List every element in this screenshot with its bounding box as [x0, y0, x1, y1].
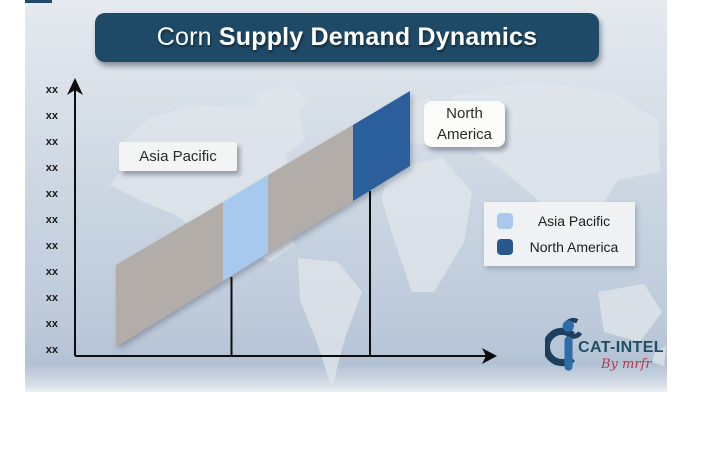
title-regular-part: Corn [156, 23, 219, 51]
cat-intel-logo: CAT-INTEL By mrfr [545, 313, 667, 385]
asia-pacific-callout: Asia Pacific [119, 142, 237, 171]
y-axis-tick-label: xx [45, 188, 58, 200]
y-axis-arrowhead [67, 78, 83, 95]
y-axis-tick-label: xx [45, 84, 58, 96]
asia-pacific-callout-label: Asia Pacific [139, 148, 217, 165]
logo-brand-text: CAT-INTEL [578, 339, 664, 356]
ribbon-segment-asia-pacific [223, 175, 268, 281]
ribbon-segment-neutral-1 [116, 202, 223, 347]
legend: Asia Pacific North America [484, 202, 635, 266]
ribbon-segment-neutral-2 [268, 125, 353, 253]
cat-intel-logo-icon [545, 317, 583, 371]
top-accent-line [25, 0, 52, 3]
logo-i-dot [562, 320, 574, 332]
title-banner: Corn Supply Demand Dynamics [95, 13, 599, 62]
ribbon-chart [67, 78, 497, 364]
y-axis-tick-label: xx [45, 318, 58, 330]
legend-swatch-north-america [497, 239, 513, 256]
north-america-line1: North [446, 105, 483, 122]
legend-label-north-america: North America [529, 239, 619, 256]
legend-item-asia-pacific: Asia Pacific [484, 212, 635, 229]
y-axis-tick-label: xx [45, 240, 58, 252]
north-america-line2: America [436, 126, 492, 143]
chart-canvas: xx xx xx xx xx xx xx xx xx xx xx Corn Supply Deman… [25, 0, 667, 392]
y-axis-tick-label: xx [45, 136, 58, 148]
y-axis-tick-label: xx [45, 162, 58, 174]
y-axis-tick-label: xx [45, 292, 58, 304]
ribbon-segment-north-america [353, 91, 410, 201]
y-axis-tick-label: xx [45, 214, 58, 226]
legend-swatch-asia-pacific [497, 212, 513, 229]
y-axis-tick-label: xx [45, 266, 58, 278]
logo-byline-text: By mrfr [601, 357, 652, 372]
logo-i-stem [564, 336, 573, 371]
page-title: Corn Supply Demand Dynamics [157, 23, 538, 52]
axes [74, 86, 489, 357]
x-axis-arrowhead [482, 348, 497, 364]
title-bold-part: Supply Demand Dynamics [218, 23, 538, 51]
legend-label-asia-pacific: Asia Pacific [537, 212, 611, 229]
legend-item-north-america: North America [484, 239, 635, 256]
y-axis-tick-label: xx [45, 110, 58, 122]
north-america-callout: North America [424, 101, 505, 147]
y-axis-tick-label: xx [45, 344, 58, 356]
y-axis-tick-labels: xx xx xx xx xx xx xx xx xx xx xx [25, 84, 58, 356]
north-america-callout-label: North America [437, 103, 492, 145]
